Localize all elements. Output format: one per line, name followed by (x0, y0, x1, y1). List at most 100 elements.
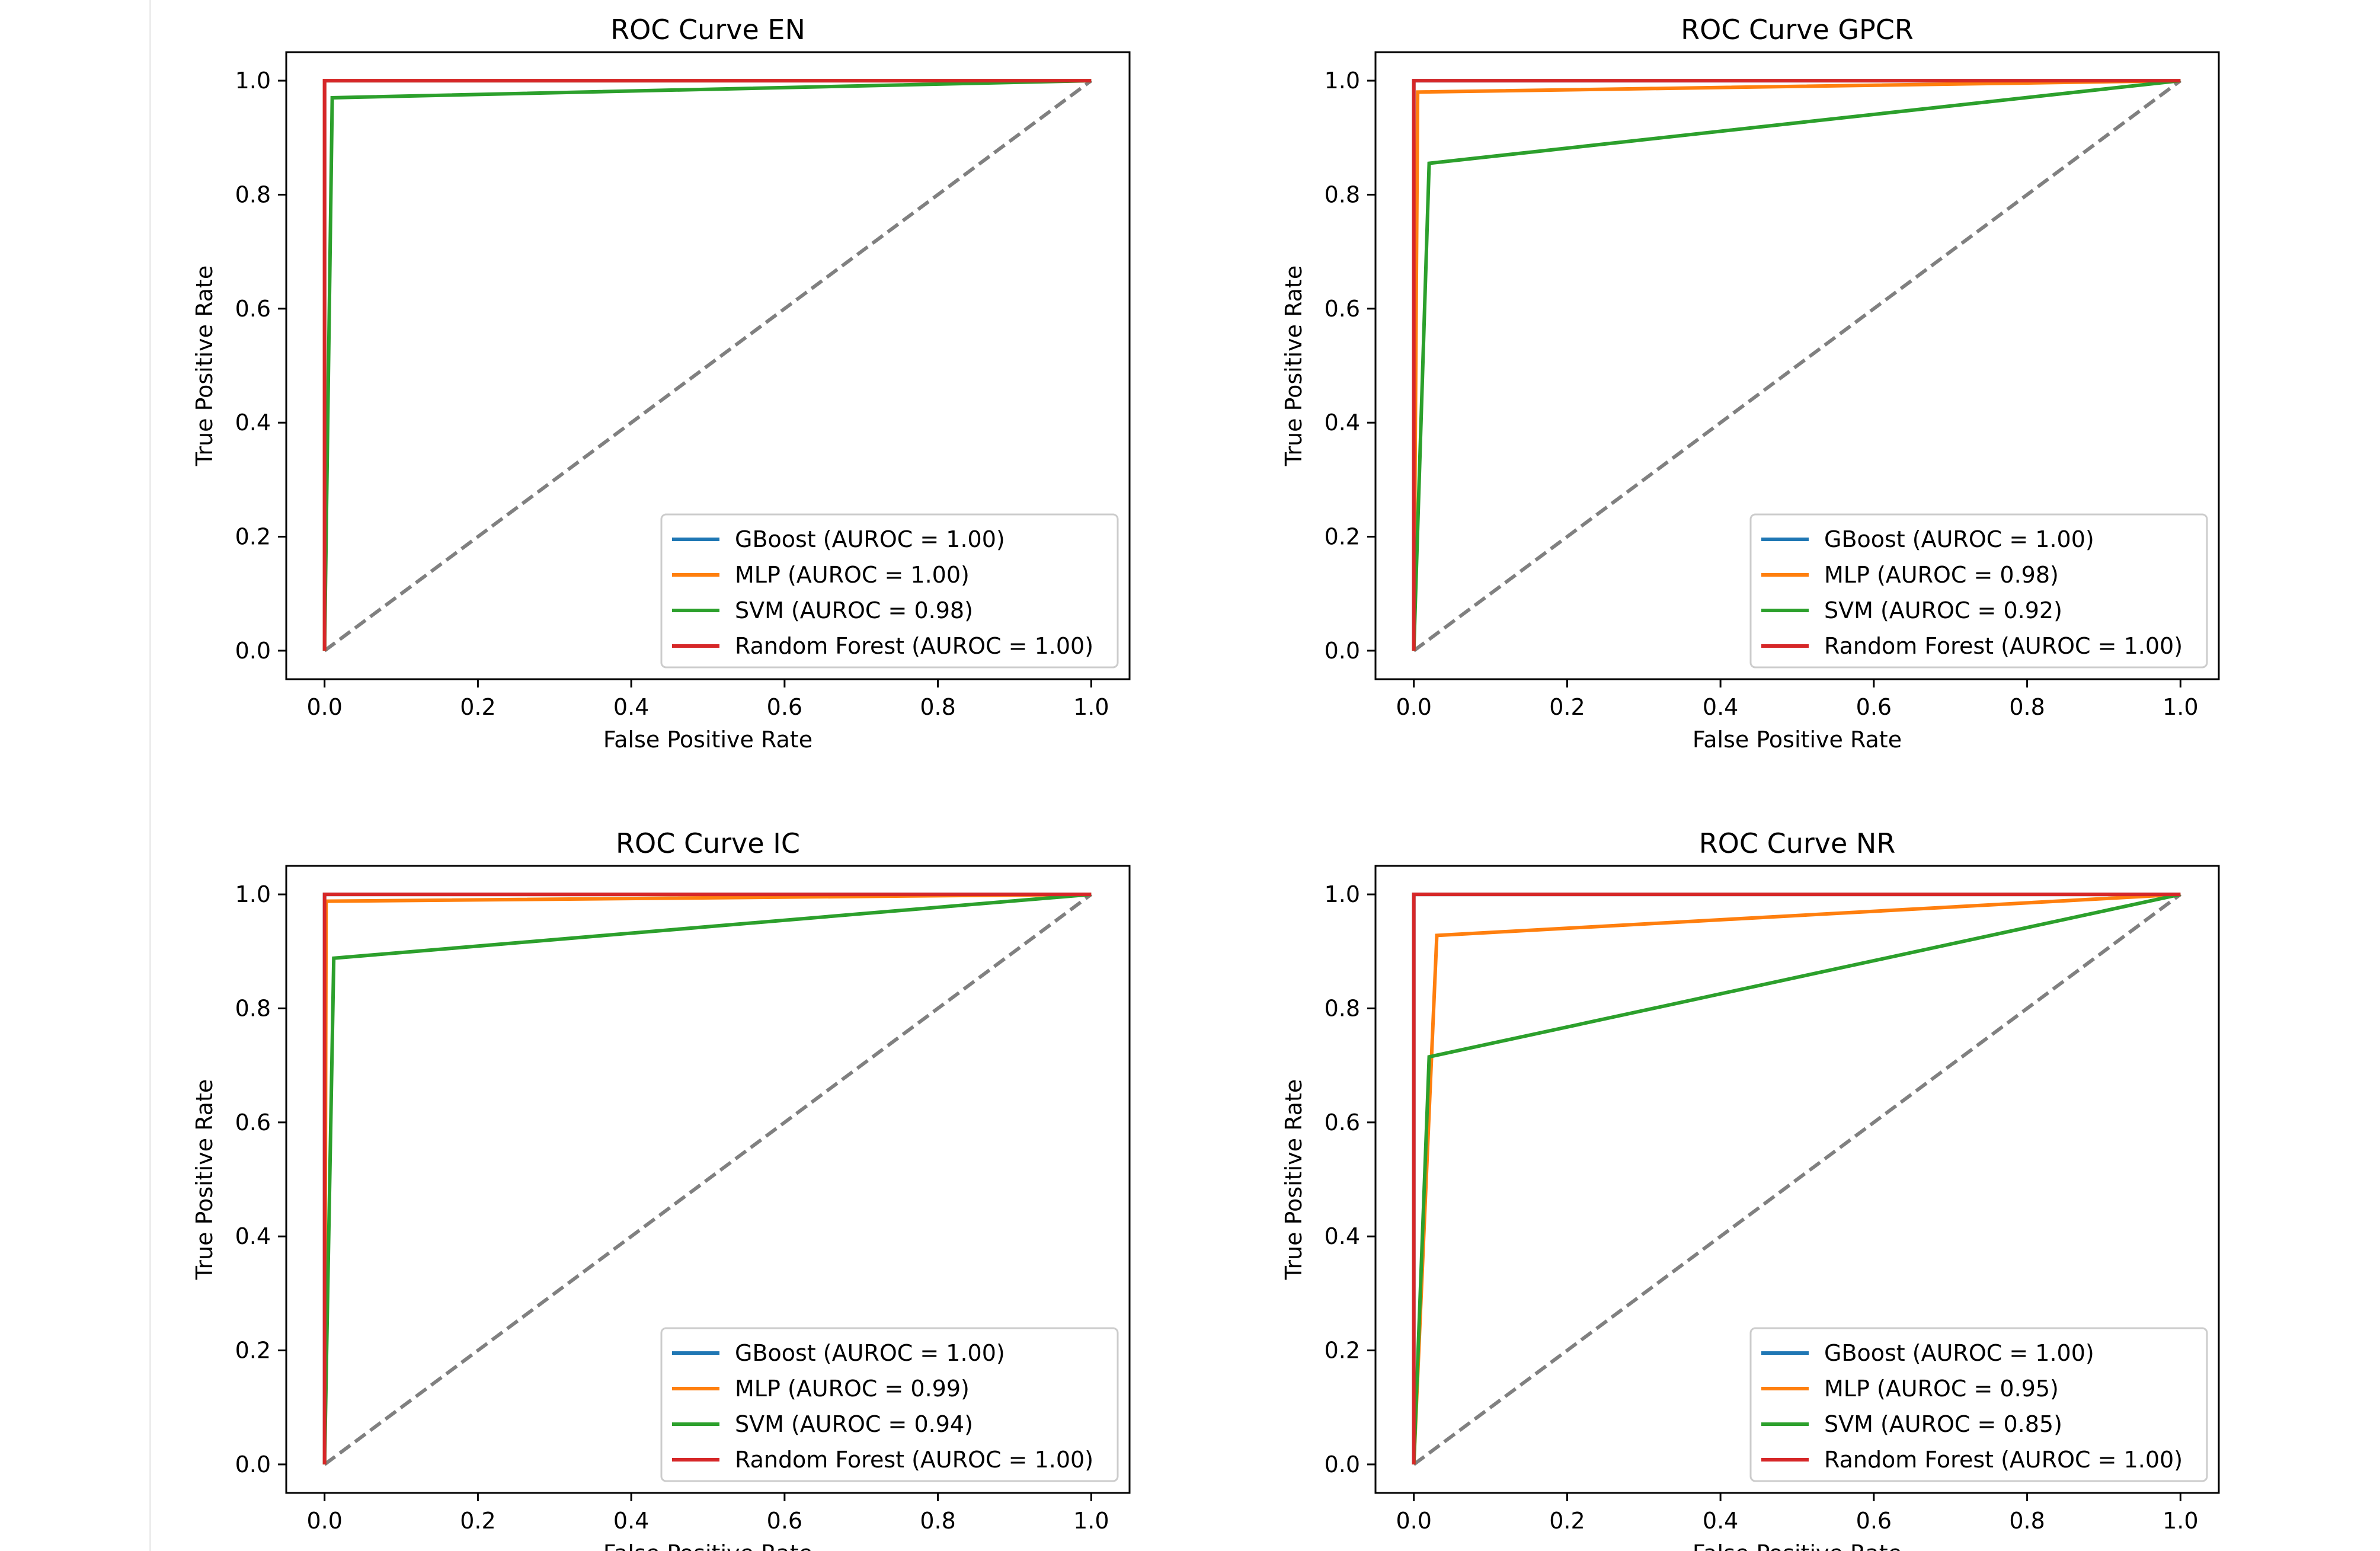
legend-entry: SVM (AUROC = 0.85) (1824, 1411, 2062, 1437)
x-tick-label: 0.8 (920, 1508, 955, 1534)
y-tick-label: 0.8 (1325, 181, 1360, 207)
x-tick-label: 0.4 (1703, 694, 1738, 720)
series-line-svm (322, 893, 1092, 1464)
y-tick-label: 1.0 (1325, 68, 1360, 94)
x-tick-label: 0.8 (920, 694, 955, 720)
x-tick-label: 1.0 (2163, 1508, 2198, 1534)
legend-entry: Random Forest (AUROC = 1.00) (735, 633, 1093, 659)
notebook-left-border (0, 0, 151, 1551)
y-tick-label: 0.6 (235, 1109, 271, 1136)
x-tick-label: 0.2 (460, 694, 495, 720)
legend-box (1749, 1327, 2208, 1482)
x-tick-label: 0.8 (2009, 1508, 2045, 1534)
legend-entry: MLP (AUROC = 1.00) (735, 562, 970, 588)
y-tick-label: 0.8 (235, 995, 271, 1021)
series-line-random-forest (1412, 893, 2181, 1464)
legend-entry: SVM (AUROC = 0.94) (735, 1411, 973, 1437)
diagonal-reference-line (323, 79, 1093, 653)
series-line-random-forest (1412, 79, 2181, 651)
y-tick-label: 0.4 (1325, 1223, 1360, 1249)
y-axis-label: True Positive Rate (191, 266, 217, 467)
chart-title: ROC Curve GPCR (1681, 14, 1914, 46)
legend-entry: MLP (AUROC = 0.98) (1824, 562, 2059, 588)
chart-title: ROC Curve IC (616, 827, 800, 859)
x-tick-label: 0.4 (613, 694, 649, 720)
legend-entry: SVM (AUROC = 0.92) (1824, 597, 2062, 623)
legend-entry: MLP (AUROC = 0.95) (1824, 1376, 2059, 1402)
x-tick-label: 0.6 (1856, 1508, 1892, 1534)
legend-entry: GBoost (AUROC = 1.00) (735, 526, 1005, 552)
y-tick-label: 0.0 (235, 1451, 271, 1478)
legend: GBoost (AUROC = 1.00) MLP (AUROC = 0.99) S… (660, 1327, 1119, 1482)
y-axis-label: True Positive Rate (191, 1079, 217, 1281)
legend-entry: Random Forest (AUROC = 1.00) (1824, 633, 2183, 659)
y-tick-label: 0.8 (235, 181, 271, 207)
x-axis-label: False Positive Rate (603, 1540, 812, 1551)
y-tick-label: 0.2 (1325, 524, 1360, 550)
y-tick-label: 0.4 (235, 410, 271, 436)
legend-entry: GBoost (AUROC = 1.00) (1824, 1340, 2094, 1366)
legend: GBoost (AUROC = 1.00) MLP (AUROC = 1.00) S… (660, 513, 1119, 669)
y-tick-label: 0.4 (1325, 410, 1360, 436)
y-tick-label: 0.8 (1325, 995, 1360, 1021)
axes-frame (1374, 865, 2220, 1494)
legend-entry: Random Forest (AUROC = 1.00) (1824, 1447, 2183, 1473)
y-tick-label: 0.2 (1325, 1338, 1360, 1364)
subplot-3: ROC Curve NR 0.0 0.2 0.4 0.6 0.8 1.0 0.0 0.2 0.4 0… (1281, 827, 2220, 1551)
y-tick-label: 1.0 (235, 881, 271, 907)
x-tick-label: 0.4 (1703, 1508, 1738, 1534)
x-axis-label: False Positive Rate (1693, 727, 1902, 753)
x-tick-label: 1.0 (1073, 1508, 1109, 1534)
x-tick-label: 0.4 (613, 1508, 649, 1534)
subplot-0: ROC Curve EN 0.0 0.2 0.4 0.6 0.8 1.0 0.0 0.2 0.4 0… (191, 14, 1131, 753)
legend-entry: Random Forest (AUROC = 1.00) (735, 1447, 1093, 1473)
x-tick-label: 0.6 (767, 1508, 802, 1534)
diagonal-reference-line (1412, 79, 2182, 653)
diagonal-reference-line (323, 893, 1093, 1466)
y-axis-label: True Positive Rate (1281, 1079, 1307, 1281)
x-tick-label: 0.6 (1856, 694, 1892, 720)
diagonal-reference-line (1412, 893, 2182, 1466)
y-tick-label: 0.4 (235, 1223, 271, 1249)
x-tick-label: 0.2 (1549, 1508, 1585, 1534)
y-tick-label: 0.0 (235, 638, 271, 664)
legend-box (660, 1327, 1119, 1482)
axes-frame (285, 865, 1131, 1494)
y-tick-label: 1.0 (1325, 881, 1360, 907)
legend: GBoost (AUROC = 1.00) MLP (AUROC = 0.98) S… (1749, 513, 2208, 669)
y-axis-label: True Positive Rate (1281, 266, 1307, 467)
legend-entry: SVM (AUROC = 0.98) (735, 597, 973, 623)
x-tick-label: 1.0 (2163, 694, 2198, 720)
y-tick-label: 0.0 (1325, 1451, 1360, 1478)
legend-entry: GBoost (AUROC = 1.00) (735, 1340, 1005, 1366)
subplot-2: ROC Curve IC 0.0 0.2 0.4 0.6 0.8 1.0 0.0 0.2 0.4 0… (191, 827, 1131, 1551)
x-tick-label: 0.0 (1396, 1508, 1431, 1534)
x-tick-label: 0.8 (2009, 694, 2045, 720)
axes-frame (1374, 51, 2220, 680)
x-axis-label: False Positive Rate (1693, 1540, 1902, 1551)
series-line-random-forest (322, 893, 1092, 1464)
series-line-svm (1412, 893, 2181, 1465)
x-tick-label: 0.0 (1396, 694, 1431, 720)
x-axis-label: False Positive Rate (603, 727, 812, 753)
y-tick-label: 0.0 (1325, 638, 1360, 664)
legend-entry: MLP (AUROC = 0.99) (735, 1376, 970, 1402)
subplot-1: ROC Curve GPCR 0.0 0.2 0.4 0.6 0.8 1.0 0.0 0.2 0.… (1281, 14, 2220, 753)
legend: GBoost (AUROC = 1.00) MLP (AUROC = 0.95) S… (1749, 1327, 2208, 1482)
x-tick-label: 0.0 (306, 1508, 342, 1534)
chart-title: ROC Curve EN (610, 14, 805, 46)
series-line-svm (1412, 79, 2181, 651)
y-tick-label: 0.6 (1325, 296, 1360, 322)
x-tick-label: 0.0 (306, 694, 342, 720)
series-line-svm (322, 79, 1092, 651)
series-line-random-forest (322, 79, 1092, 651)
x-tick-label: 1.0 (1073, 694, 1109, 720)
x-tick-label: 0.2 (1549, 694, 1585, 720)
chart-title: ROC Curve NR (1699, 827, 1896, 859)
legend-entry: GBoost (AUROC = 1.00) (1824, 526, 2094, 552)
x-tick-label: 0.2 (460, 1508, 495, 1534)
x-tick-label: 0.6 (767, 694, 802, 720)
y-tick-label: 0.2 (235, 1338, 271, 1364)
legend-box (660, 513, 1119, 669)
